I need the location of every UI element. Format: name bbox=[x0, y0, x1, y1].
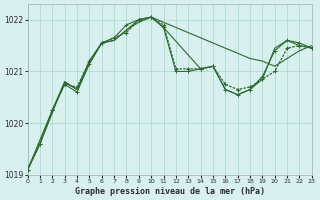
X-axis label: Graphe pression niveau de la mer (hPa): Graphe pression niveau de la mer (hPa) bbox=[75, 187, 265, 196]
